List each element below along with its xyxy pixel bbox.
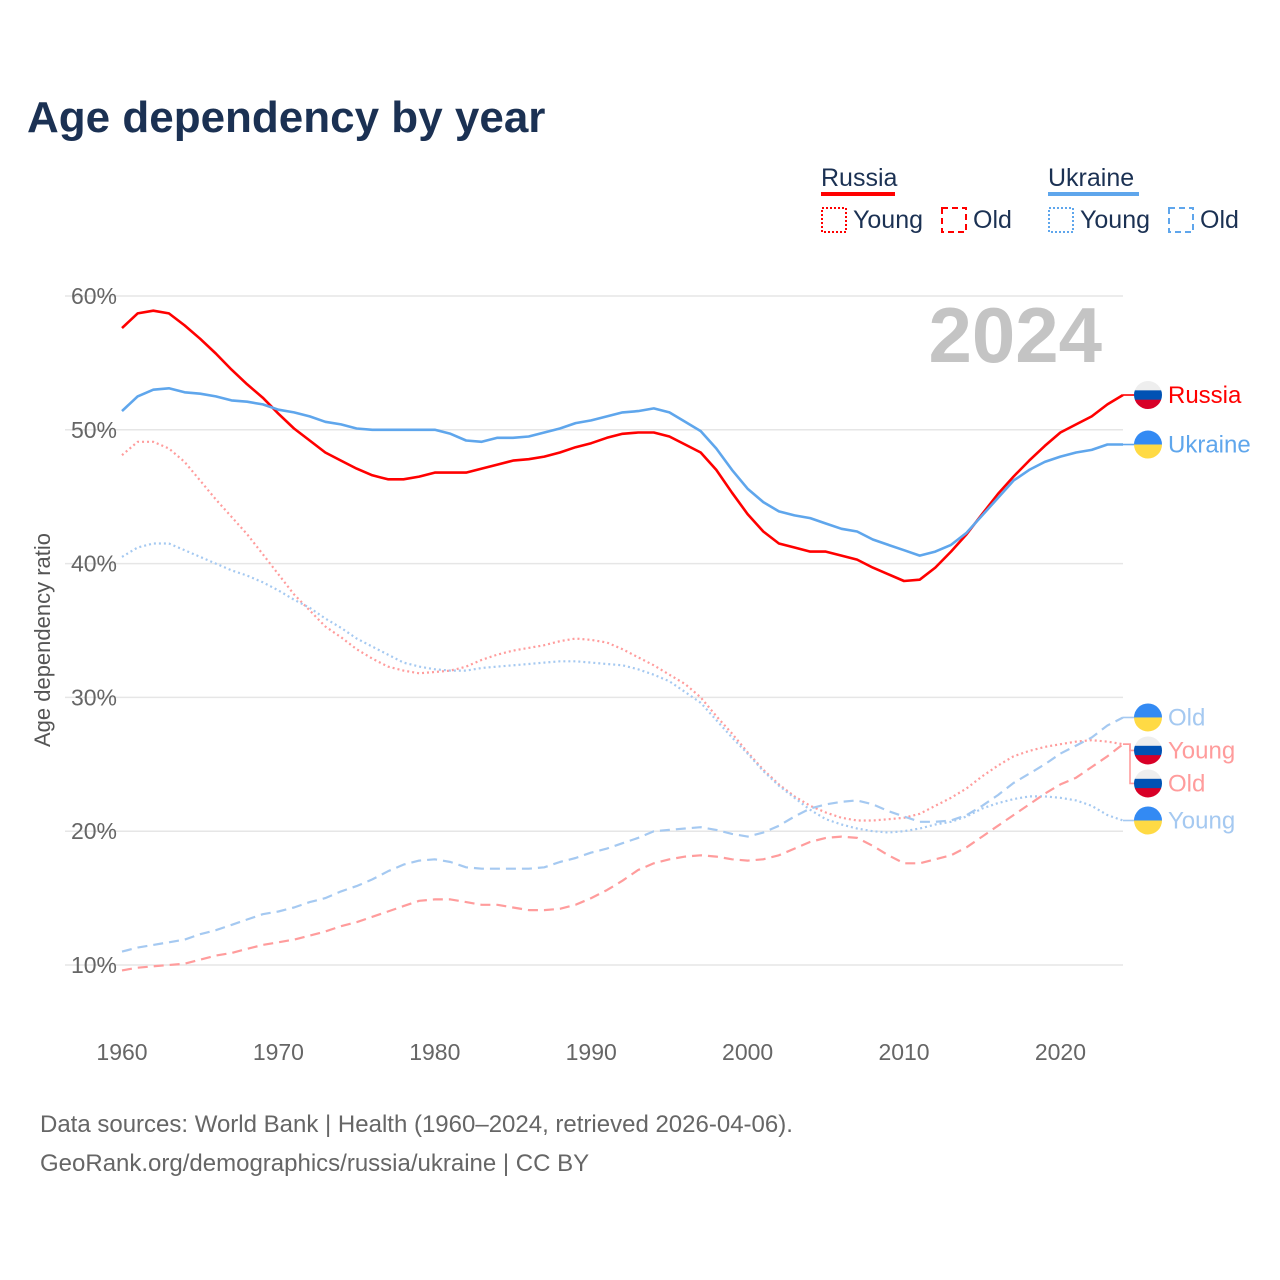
ukraine-flag-icon (1134, 806, 1162, 835)
legend-russia-young-swatch (821, 207, 847, 233)
legend: Russia Young Old Ukraine Young Old (821, 164, 1239, 234)
russia-flag-icon (1134, 736, 1162, 765)
russia-flag-icon (1134, 381, 1162, 410)
ukraine-flag-icon (1134, 430, 1162, 459)
y-tick-label: 10% (71, 952, 117, 978)
end-labels: Russia Ukraine Young Young Old Old (1123, 381, 1251, 835)
end-label-russia-young: Young (1168, 737, 1235, 764)
series-line-russia (121, 309, 1124, 583)
legend-ukraine-swatch (1048, 192, 1139, 196)
legend-russia-young[interactable]: Young (853, 206, 923, 234)
russia-flag-icon (1134, 769, 1162, 798)
x-tick-label: 2020 (1035, 1039, 1086, 1065)
y-axis-label: Age dependency ratio (30, 533, 55, 747)
end-label-russia-old: Old (1168, 770, 1205, 797)
x-axis: 1960 1970 1980 1990 2000 2010 2020 (96, 1039, 1086, 1065)
y-axis: 10% 20% 30% 40% 50% 60% (71, 283, 117, 978)
y-tick-label: 20% (71, 818, 117, 844)
legend-ukraine-heading[interactable]: Ukraine (1048, 164, 1134, 192)
series-line-ukraine (121, 386, 1123, 557)
legend-russia-heading[interactable]: Russia (821, 164, 898, 192)
y-tick-label: 50% (71, 417, 117, 443)
legend-ukraine-old[interactable]: Old (1200, 206, 1239, 234)
legend-ukraine-old-swatch (1168, 207, 1194, 233)
end-label-russia: Russia (1168, 382, 1242, 409)
x-tick-label: 1990 (566, 1039, 617, 1065)
legend-ukraine-young-swatch (1048, 207, 1074, 233)
end-label-ukraine-young: Young (1168, 807, 1235, 834)
legend-russia-swatch (821, 192, 895, 196)
legend-ukraine-young[interactable]: Young (1080, 206, 1150, 234)
series-line-russia-young (121, 440, 1124, 822)
x-tick-label: 2000 (722, 1039, 773, 1065)
y-tick-label: 40% (71, 551, 117, 577)
ukraine-flag-icon (1134, 703, 1162, 732)
label-connector (1123, 743, 1137, 785)
grid (65, 295, 1123, 966)
legend-russia-old-swatch (941, 207, 967, 233)
end-label-ukraine-old: Old (1168, 704, 1205, 731)
x-tick-label: 2010 (878, 1039, 929, 1065)
legend-russia-old[interactable]: Old (973, 206, 1012, 234)
series-line-russia-old (121, 743, 1124, 972)
year-badge: 2024 (928, 291, 1102, 379)
series-line-ukraine-old (121, 716, 1124, 953)
end-label-ukraine: Ukraine (1168, 432, 1251, 459)
x-tick-label: 1960 (96, 1039, 147, 1065)
series-line-ukraine-young (121, 542, 1124, 834)
y-tick-label: 30% (71, 684, 117, 710)
chart-title: Age dependency by year (27, 93, 545, 142)
source-line-1: Data sources: World Bank | Health (1960–… (40, 1111, 793, 1138)
x-tick-label: 1980 (409, 1039, 460, 1065)
y-tick-label: 60% (71, 283, 117, 309)
series-lines (121, 309, 1124, 972)
x-tick-label: 1970 (253, 1039, 304, 1065)
source-line-2[interactable]: GeoRank.org/demographics/russia/ukraine … (40, 1150, 589, 1177)
